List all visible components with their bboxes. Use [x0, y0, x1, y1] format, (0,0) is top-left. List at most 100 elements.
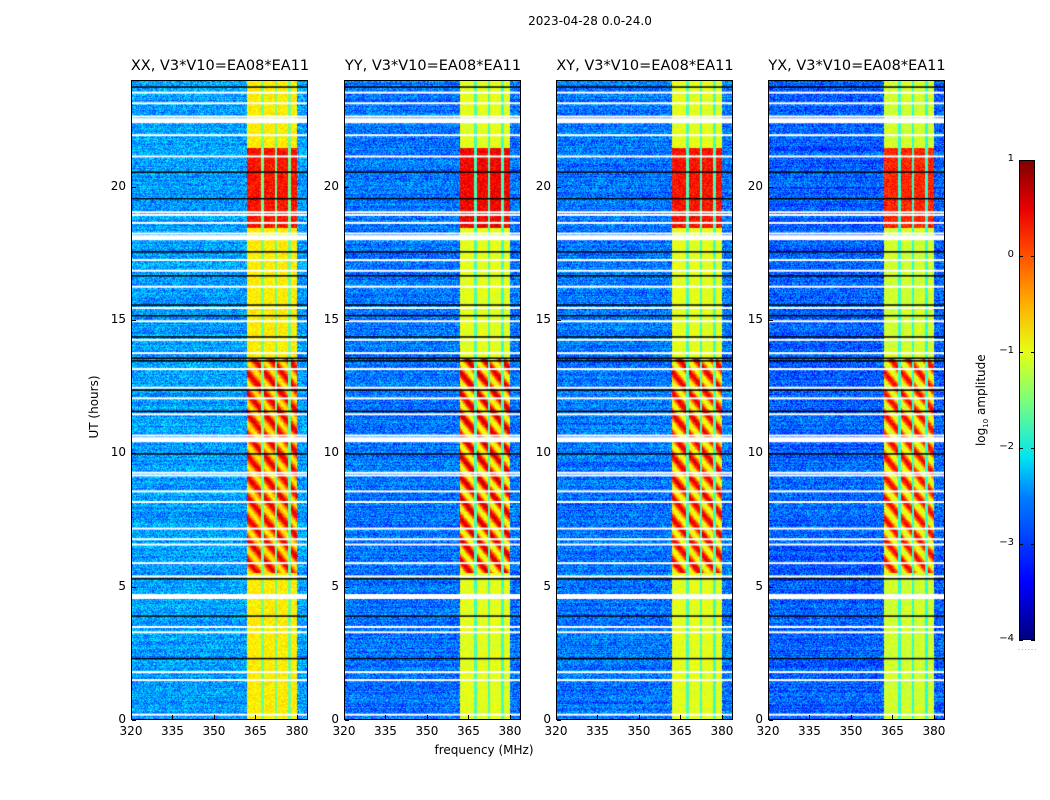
- x-tick-label: 365: [881, 724, 904, 738]
- colorbar-tick-mark: [1019, 256, 1035, 257]
- waterfall-panel-xx: [131, 80, 308, 720]
- x-tick-label: 365: [669, 724, 692, 738]
- y-tick-mark: [769, 720, 773, 721]
- x-tick-mark: [172, 715, 174, 719]
- x-tick-mark: [892, 715, 894, 719]
- y-tick-mark: [557, 320, 561, 321]
- x-tick-label: 380: [498, 724, 522, 738]
- waterfall-image-yy: [345, 81, 520, 719]
- y-tick-label: 0: [331, 712, 339, 726]
- waterfall-panel-yx: [768, 80, 945, 720]
- y-axis-label: UT (hours): [87, 375, 101, 439]
- x-tick-mark: [680, 715, 682, 719]
- waterfall-image-xx: [132, 81, 307, 719]
- colorbar-dots: ......: [1018, 644, 1038, 652]
- x-tick-label: 320: [119, 724, 143, 738]
- x-tick-label: 320: [756, 724, 780, 738]
- colorbar-label-log: log: [973, 427, 988, 447]
- y-tick-label: 10: [747, 445, 763, 460]
- y-tick-label: 0: [118, 712, 126, 726]
- colorbar-tick-label: 1: [1007, 153, 1014, 164]
- x-tick-mark: [131, 715, 132, 719]
- y-tick-label: 20: [110, 178, 126, 193]
- colorbar-tick-label: −1: [999, 345, 1014, 356]
- x-tick-label: 380: [285, 724, 309, 738]
- y-tick-mark: [132, 586, 136, 588]
- x-tick-mark: [768, 715, 769, 719]
- x-tick-label: 365: [244, 724, 267, 738]
- y-tick-label: 5: [755, 578, 763, 593]
- y-tick-mark: [345, 586, 349, 588]
- waterfall-image-xy: [557, 81, 732, 719]
- x-tick-label: 335: [374, 724, 397, 738]
- y-tick-label: 15: [747, 312, 763, 326]
- colorbar-label-subscript: 10: [982, 418, 991, 428]
- y-tick-mark: [345, 320, 349, 321]
- y-tick-label: 15: [535, 312, 551, 326]
- y-tick-mark: [557, 586, 561, 588]
- waterfall-image-yx: [769, 81, 944, 719]
- x-tick-mark: [385, 715, 387, 719]
- y-tick-mark: [132, 320, 136, 321]
- x-tick-mark: [296, 715, 298, 719]
- y-tick-label: 20: [747, 178, 763, 193]
- x-tick-label: 320: [332, 724, 356, 738]
- x-axis-label: frequency (MHz): [434, 743, 534, 757]
- x-tick-label: 350: [839, 724, 863, 738]
- x-tick-mark: [556, 715, 557, 719]
- y-tick-label: 20: [323, 178, 339, 193]
- y-tick-label: 10: [323, 445, 339, 460]
- y-tick-label: 10: [110, 445, 126, 460]
- x-tick-mark: [344, 715, 345, 719]
- y-tick-mark: [345, 453, 349, 455]
- y-tick-label: 15: [110, 312, 126, 326]
- y-tick-label: 5: [543, 578, 551, 593]
- colorbar-tick-label: −4: [999, 633, 1014, 644]
- y-tick-mark: [769, 586, 773, 588]
- x-tick-mark: [213, 715, 215, 719]
- colorbar-tick-label: 0: [1007, 249, 1014, 260]
- x-tick-mark: [468, 715, 470, 719]
- colorbar-tick-mark: [1019, 640, 1035, 641]
- colorbar-tick-label: −2: [999, 441, 1014, 452]
- y-tick-mark: [769, 320, 773, 321]
- y-tick-mark: [769, 186, 773, 188]
- y-tick-label: 15: [323, 312, 339, 326]
- x-tick-label: 380: [710, 724, 734, 738]
- x-tick-label: 335: [161, 724, 184, 738]
- y-tick-label: 10: [535, 445, 551, 460]
- y-tick-mark: [345, 186, 349, 188]
- waterfall-panel-xy: [556, 80, 733, 720]
- panel-title-xy: XY, V3*V10=EA08*EA11: [556, 58, 734, 74]
- y-tick-mark: [557, 453, 561, 455]
- x-tick-mark: [721, 715, 723, 719]
- y-tick-label: 5: [331, 578, 339, 593]
- colorbar-tick-mark: [1019, 160, 1035, 161]
- y-tick-mark: [557, 720, 561, 721]
- colorbar-tick-mark: [1019, 352, 1035, 353]
- x-tick-mark: [597, 715, 599, 719]
- y-tick-mark: [769, 453, 773, 455]
- colorbar: [1019, 160, 1035, 640]
- colorbar-tick-label: −3: [999, 537, 1014, 548]
- x-tick-mark: [255, 715, 257, 719]
- x-tick-mark: [809, 715, 811, 719]
- y-tick-mark: [132, 720, 136, 721]
- x-tick-label: 335: [798, 724, 821, 738]
- figure-title: 2023-04-28 0.0-24.0: [528, 14, 652, 28]
- waterfall-panel-yy: [344, 80, 521, 720]
- x-tick-label: 335: [586, 724, 609, 738]
- x-tick-label: 350: [627, 724, 651, 738]
- y-tick-mark: [557, 186, 561, 188]
- x-tick-mark: [850, 715, 852, 719]
- y-tick-mark: [132, 186, 136, 188]
- y-tick-label: 20: [535, 178, 551, 193]
- colorbar-tick-mark: [1019, 448, 1035, 449]
- y-tick-mark: [345, 720, 349, 721]
- colorbar-label-rest: amplitude: [973, 354, 988, 419]
- panel-title-yy: YY, V3*V10=EA08*EA11: [344, 58, 522, 74]
- y-tick-label: 0: [543, 712, 551, 726]
- y-tick-label: 0: [755, 712, 763, 726]
- x-tick-label: 365: [457, 724, 480, 738]
- x-tick-label: 350: [202, 724, 226, 738]
